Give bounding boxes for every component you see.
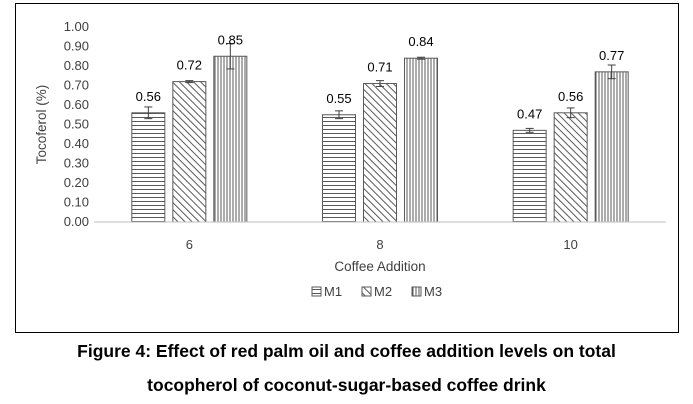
y-axis: 0.00 0.10 0.20 0.30 0.40 0.50 0.60 0.70 0.80 0.90… [34,19,89,229]
legend-swatch-m3 [411,286,422,297]
y-tick-label: 0.90 [64,39,89,54]
y-tick-label: 0.30 [64,156,89,171]
data-label: 0.47 [517,106,542,121]
y-tick-label: 0.80 [64,58,89,73]
bar-m3-10 [594,71,629,223]
x-axis: 6 8 10 Coffee Addition [94,221,666,274]
bar-m1-6 [131,112,166,223]
x-tick-label: 6 [186,237,193,252]
y-tick-label: 0.00 [64,214,89,229]
data-label: 0.84 [408,34,433,49]
data-labels: 0.56 0.72 0.85 0.55 0.71 0.84 0.47 0.56 0.77 [136,32,625,121]
legend-swatch-m2 [361,286,372,297]
data-label: 0.72 [177,58,202,73]
y-tick-label: 0.60 [64,97,89,112]
x-tick-label: 8 [376,237,383,252]
legend-swatch-m1 [311,286,322,297]
y-tick-label: 0.20 [64,175,89,190]
x-axis-title: Coffee Addition [334,259,425,274]
bar-m2-10 [553,112,588,223]
chart-frame: 0.00 0.10 0.20 0.30 0.40 0.50 0.60 0.70 0.80 0.90… [15,3,679,333]
x-tick-label: 10 [563,237,577,252]
figure-caption-line2: tocopherol of coconut-sugar-based coffee… [147,375,546,395]
data-label: 0.55 [326,91,351,106]
figure-caption-line1: Figure 4: Effect of red palm oil and cof… [77,341,616,361]
bar-m2-8 [363,83,397,223]
data-label: 0.77 [599,48,624,63]
y-tick-label: 0.70 [64,78,89,93]
data-label: 0.71 [367,60,392,75]
y-tick-label: 1.00 [64,19,89,34]
legend-label-m2: M2 [374,284,392,299]
bar-chart: 0.00 0.10 0.20 0.30 0.40 0.50 0.60 0.70 0.80 0.90… [34,19,666,299]
data-label: 0.56 [558,89,583,104]
legend-label-m1: M1 [324,284,342,299]
y-tick-label: 0.10 [64,195,89,210]
error-bars [144,43,616,133]
legend-label-m3: M3 [424,284,442,299]
y-tick-label: 0.40 [64,136,89,151]
bar-m2-6 [172,81,207,223]
data-label: 0.85 [218,32,243,47]
data-label: 0.56 [136,89,161,104]
bar-m1-10 [512,129,547,223]
y-tick-label: 0.50 [64,117,89,132]
y-axis-title: Tocoferol (%) [34,85,49,165]
bar-m1-8 [322,114,356,223]
bar-m3-8 [404,57,438,223]
legend: M1 M2 M3 [311,284,442,299]
bar-m3-6 [213,55,248,223]
